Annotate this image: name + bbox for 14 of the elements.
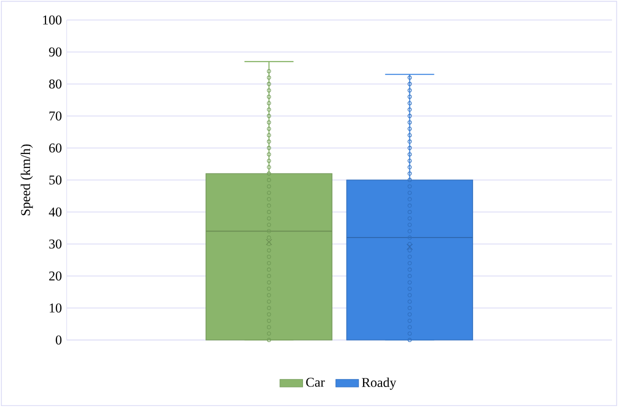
y-tick-label: 100: [43, 15, 62, 24]
legend-label: Car: [306, 378, 325, 387]
y-tick-label: 30: [49, 239, 62, 248]
y-tick-label: 0: [56, 335, 62, 344]
y-tick-label: 90: [49, 47, 62, 56]
y-tick-label: 70: [50, 111, 62, 120]
y-tick-label: 60: [49, 143, 62, 152]
y-tick-label: 50: [49, 175, 62, 184]
y-tick-label: 40: [48, 207, 62, 216]
legend-label: Roady: [362, 378, 396, 390]
y-tick-label: 20: [49, 271, 62, 280]
y-tick-label: 10: [50, 303, 62, 312]
y-axis-title: Speed (km/h): [20, 144, 33, 216]
y-tick-label: 80: [49, 79, 62, 88]
